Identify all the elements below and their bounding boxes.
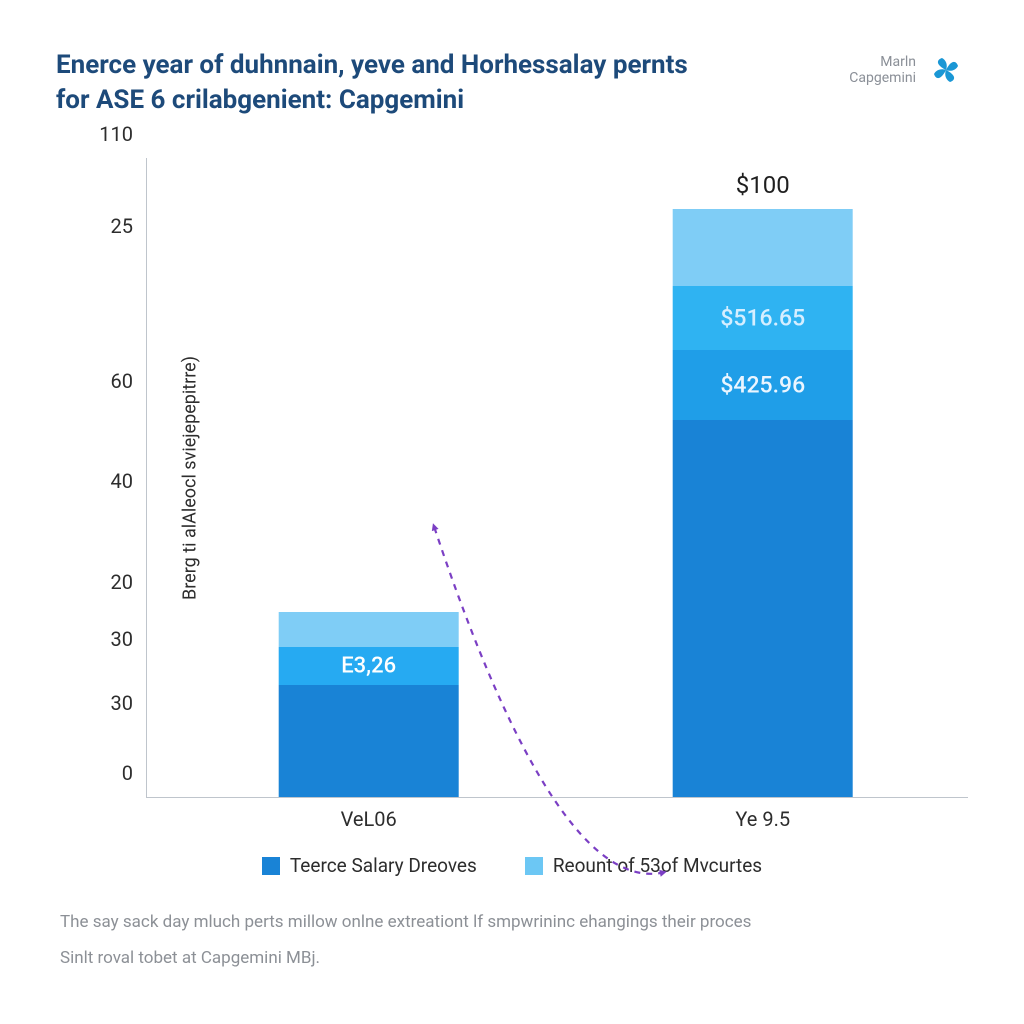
y-tick: 110	[99, 122, 133, 146]
legend-item: Reount of 53of Mvcurtes	[525, 854, 762, 877]
footnote: The say sack day mluch perts millow onln…	[60, 905, 968, 976]
title-line-1: Enerce year of duhnnain, yeve and Horhes…	[56, 48, 688, 83]
bar-segment	[672, 420, 853, 797]
bar-segment: E3,26	[278, 647, 459, 685]
bar: E3,26	[278, 612, 459, 797]
segment-value: $516.65	[720, 304, 805, 331]
y-tick: 30	[111, 691, 133, 715]
segment-value: $425.96	[720, 372, 805, 399]
title-line-2: for ASE 6 crilabgenient: Capgemini	[56, 83, 688, 118]
y-tick: 25	[111, 214, 133, 238]
bar: $425.96$516.65$100	[672, 209, 853, 797]
x-tick: Ye 9.5	[735, 807, 790, 831]
brand-text-bottom: Capgemini	[849, 70, 916, 86]
chart-title: Enerce year of duhnnain, yeve and Horhes…	[56, 48, 688, 118]
brand-mark-icon	[924, 48, 968, 92]
footnote-line-1: The say sack day mluch perts millow onln…	[60, 905, 968, 941]
brand-text-top: Marln	[849, 54, 916, 70]
y-tick: 20	[111, 570, 133, 594]
bar-segment	[278, 685, 459, 797]
chart-area: Brerg ti alAleocl sviejepepitrre) 110256…	[146, 158, 968, 798]
segment-value: E3,26	[341, 654, 396, 679]
x-tick: VeL06	[341, 807, 397, 831]
brand-logo: Marln Capgemini	[849, 48, 968, 92]
legend-swatch	[262, 857, 280, 875]
legend: Teerce Salary Dreoves Reount of 53of Mvcu…	[56, 854, 968, 877]
footnote-line-2: Sinlt roval tobet at Capgemini MBj.	[60, 941, 968, 977]
y-tick: 60	[111, 369, 133, 393]
legend-label: Teerce Salary Dreoves	[290, 854, 477, 877]
legend-item: Teerce Salary Dreoves	[262, 854, 477, 877]
legend-label: Reount of 53of Mvcurtes	[553, 854, 762, 877]
bar-total-label: $100	[736, 171, 790, 199]
header: Enerce year of duhnnain, yeve and Horhes…	[56, 48, 968, 118]
plot-region: 1102560402030300E3,26VeL06$425.96$516.65…	[146, 158, 968, 798]
brand-text: Marln Capgemini	[849, 54, 916, 86]
legend-swatch	[525, 857, 543, 875]
bar-segment	[672, 209, 853, 286]
y-tick: 40	[111, 469, 133, 493]
bar-segment: $516.65	[672, 286, 853, 350]
bar-segment	[278, 612, 459, 647]
bar-segment: $425.96	[672, 350, 853, 420]
y-tick: 30	[111, 627, 133, 651]
y-tick: 0	[122, 761, 133, 785]
